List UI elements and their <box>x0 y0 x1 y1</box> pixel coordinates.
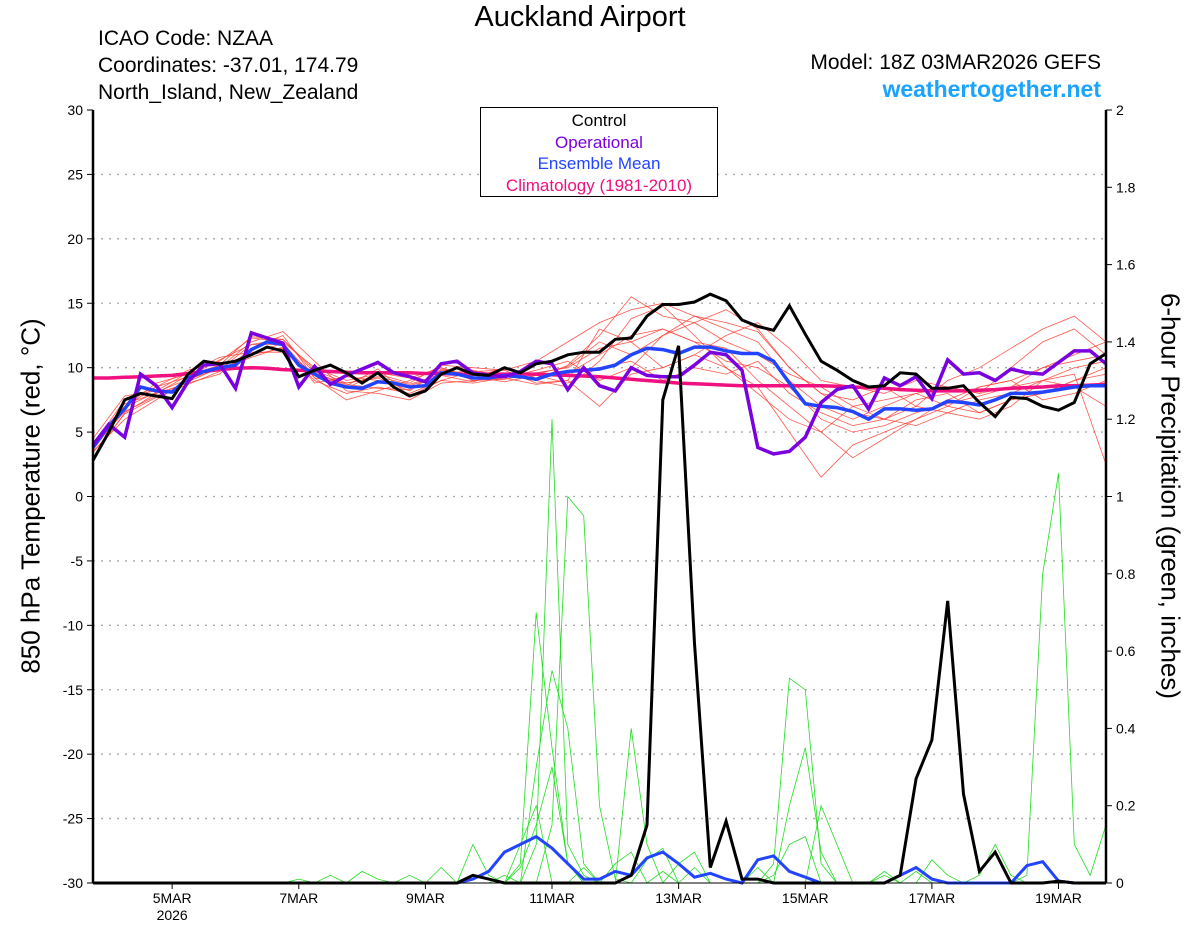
temperature-member-line <box>92 328 1107 459</box>
model-run: Model: 18Z 03MAR2026 GEFS <box>810 51 1101 74</box>
precipitation-member-line <box>93 670 1106 884</box>
y2-tick-label: 0.4 <box>1116 720 1136 736</box>
x-tick-label: 15MAR <box>782 890 829 906</box>
site-link[interactable]: weathertogether.net <box>882 76 1101 102</box>
climatology-line <box>93 365 1107 393</box>
axes: 302520151050-5-10-15-20-25-3021.81.61.41… <box>63 102 1136 923</box>
y2-axis-title: 6-hour Precipitation (green, inches) <box>1155 292 1186 700</box>
control-temperature-line <box>91 292 1107 462</box>
y-tick-label: 15 <box>67 295 83 311</box>
y2-tick-label: 1 <box>1116 489 1124 505</box>
y-tick-label: -20 <box>63 746 83 762</box>
legend: Control Operational Ensemble Mean Climat… <box>480 107 718 197</box>
precipitation-member-line <box>93 677 1106 884</box>
x-tick-label: 9MAR <box>406 890 445 906</box>
precipitation-member-line <box>93 419 1106 884</box>
legend-ensemble-mean: Ensemble Mean <box>537 154 661 173</box>
x-tick-label: 19MAR <box>1035 890 1082 906</box>
x-tick-label: 13MAR <box>655 890 702 906</box>
y-tick-label: -30 <box>63 875 83 891</box>
precipitation-member-line <box>93 766 1106 884</box>
x-tick-label: 11MAR <box>529 890 575 906</box>
temperature-member-line <box>92 328 1107 452</box>
y2-tick-label: 1.8 <box>1116 179 1136 195</box>
x-tick-year: 2026 <box>157 907 188 923</box>
y-tick-label: -10 <box>63 617 83 633</box>
y2-tick-label: 1.6 <box>1116 257 1136 273</box>
ensemble-mean-precipitation-line <box>93 834 1106 885</box>
chart-title: Auckland Airport <box>474 1 686 33</box>
temperature-member-line <box>92 302 1107 446</box>
y-tick-label: 10 <box>67 360 83 376</box>
main-series <box>91 292 1108 885</box>
y2-tick-label: 2 <box>1116 102 1124 118</box>
y-axis-title: 850 hPa Temperature (red, °C) <box>15 318 46 674</box>
legend-climatology: Climatology (1981-2010) <box>505 175 693 195</box>
legend-operational: Operational <box>555 132 643 152</box>
y2-tick-label: 0 <box>1116 875 1124 891</box>
ensemble-mean-temperature-line <box>91 340 1106 449</box>
legend-control: Control <box>571 111 627 130</box>
y-tick-label: -5 <box>71 553 84 569</box>
y2-tick-label: 1.2 <box>1116 411 1136 427</box>
precipitation-ensemble-members <box>93 419 1107 884</box>
y2-tick-label: 0.6 <box>1116 643 1136 659</box>
y2-tick-label: 1.4 <box>1116 334 1136 350</box>
precipitation-member-line <box>93 612 1106 884</box>
y-tick-label: 30 <box>67 102 83 118</box>
grid-lines <box>93 173 1106 820</box>
y2-tick-label: 0.2 <box>1116 798 1136 814</box>
x-tick-label: 5MAR <box>153 890 192 906</box>
y2-tick-label: 0.8 <box>1116 566 1136 582</box>
x-tick-label: 7MAR <box>279 890 318 906</box>
y-tick-label: -25 <box>63 811 83 827</box>
y-tick-label: 5 <box>75 424 83 440</box>
icao-code: ICAO Code: NZAA <box>98 27 274 50</box>
region: North_Island, New_Zealand <box>98 81 359 104</box>
y-tick-label: 25 <box>67 166 83 182</box>
y-tick-label: -15 <box>63 682 83 698</box>
precipitation-member-line <box>93 804 1106 884</box>
y-tick-label: 20 <box>67 231 83 247</box>
temperature-member-line <box>92 296 1107 446</box>
operational-temperature-line <box>91 330 1108 456</box>
coordinates: Coordinates: -37.01, 174.79 <box>98 54 359 77</box>
x-tick-label: 17MAR <box>909 890 956 906</box>
y-tick-label: 0 <box>75 489 83 505</box>
